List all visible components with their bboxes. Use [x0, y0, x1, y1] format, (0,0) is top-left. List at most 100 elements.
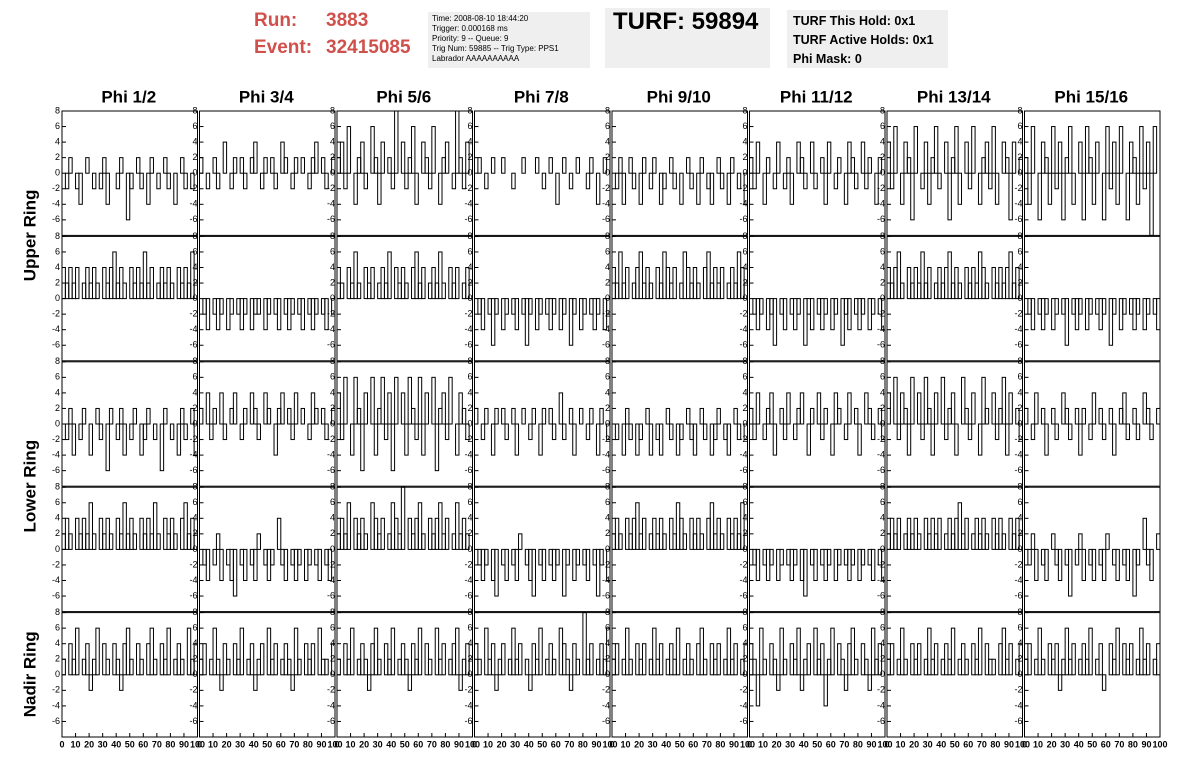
bar — [967, 172, 973, 190]
bar — [854, 172, 859, 190]
bar — [930, 157, 935, 174]
bar — [400, 486, 406, 550]
y-tick-label: -6 — [52, 716, 60, 726]
bar — [363, 533, 368, 550]
bar — [293, 157, 299, 174]
bar — [152, 658, 158, 676]
bar — [163, 282, 168, 300]
x-tick-label: 60 — [1101, 739, 1111, 749]
y-tick-label: 0 — [330, 544, 335, 554]
bar — [896, 517, 902, 550]
bar — [421, 267, 426, 300]
bar — [343, 533, 348, 550]
bar — [954, 267, 959, 300]
bar — [1112, 658, 1117, 676]
bar — [438, 251, 443, 300]
bar — [115, 172, 121, 190]
bar — [353, 517, 358, 550]
y-tick-label: 0 — [55, 293, 60, 303]
bar — [857, 298, 862, 331]
bar — [1054, 298, 1059, 315]
bar — [68, 157, 73, 174]
turf-number: TURF: 59894 — [613, 8, 759, 35]
bar — [967, 282, 973, 300]
y-tick-label: -4 — [739, 324, 747, 334]
y-tick-label: -4 — [739, 449, 747, 459]
bar — [180, 407, 185, 425]
bar — [541, 548, 547, 582]
y-tick-label: -2 — [189, 309, 197, 319]
bar — [1037, 627, 1042, 676]
bar — [193, 423, 199, 456]
x-tick-label: 100 — [327, 739, 342, 749]
bar — [977, 423, 983, 456]
bar — [793, 548, 798, 566]
bar — [431, 533, 436, 550]
bar — [713, 533, 718, 550]
column-title: Phi 13/14 — [917, 87, 991, 106]
bar — [307, 172, 312, 190]
y-tick-label: 2 — [192, 152, 197, 162]
bar — [830, 423, 835, 456]
y-tick-label: 4 — [1017, 136, 1022, 146]
y-tick-label: 6 — [880, 372, 885, 382]
bar — [1071, 643, 1076, 676]
y-tick-label: 2 — [330, 654, 335, 664]
bar — [796, 407, 801, 425]
bar — [1061, 298, 1066, 315]
bar — [1027, 298, 1032, 315]
bar — [511, 407, 516, 425]
bar — [847, 392, 852, 425]
bar — [991, 126, 996, 174]
bar — [434, 627, 440, 676]
bar — [927, 172, 932, 205]
y-tick-label: 2 — [880, 654, 885, 664]
bar — [548, 298, 553, 331]
bar — [820, 157, 825, 174]
bar — [964, 517, 969, 550]
bar — [696, 643, 701, 676]
bar — [1074, 548, 1080, 566]
bar — [713, 658, 718, 676]
y-tick-label: 0 — [330, 168, 335, 178]
bar — [638, 533, 643, 550]
bar — [652, 517, 657, 550]
bar — [927, 627, 932, 676]
bar — [1040, 658, 1046, 676]
bar — [307, 658, 312, 676]
bar — [998, 267, 1003, 300]
bar — [572, 548, 577, 582]
bar — [568, 674, 574, 691]
bar — [504, 298, 509, 315]
x-tick-label: 20 — [634, 739, 644, 749]
y-tick-label: -4 — [602, 199, 610, 209]
bar — [249, 548, 255, 566]
bar — [253, 407, 258, 425]
bar — [910, 172, 915, 221]
y-tick-label: 6 — [1017, 623, 1022, 633]
bar — [232, 392, 238, 425]
bar — [256, 533, 261, 550]
y-tick-label: -6 — [327, 340, 335, 350]
bar — [940, 658, 946, 676]
bar — [595, 298, 601, 315]
bar — [263, 298, 268, 331]
bar — [186, 533, 192, 550]
bar — [363, 658, 368, 676]
bar — [1129, 298, 1134, 315]
bar — [789, 548, 795, 582]
y-tick-label: -4 — [189, 324, 197, 334]
bar — [180, 517, 185, 550]
bar — [789, 643, 795, 676]
bar — [799, 157, 805, 174]
y-tick-label: 6 — [1017, 372, 1022, 382]
y-tick-label: 6 — [1017, 121, 1022, 131]
y-tick-label: 4 — [880, 136, 885, 146]
y-tick-label: 2 — [742, 528, 747, 538]
bar — [562, 643, 567, 676]
bar — [974, 658, 979, 676]
bar — [212, 407, 217, 425]
bar — [1156, 407, 1161, 425]
bar — [119, 407, 124, 425]
bar — [913, 267, 918, 300]
